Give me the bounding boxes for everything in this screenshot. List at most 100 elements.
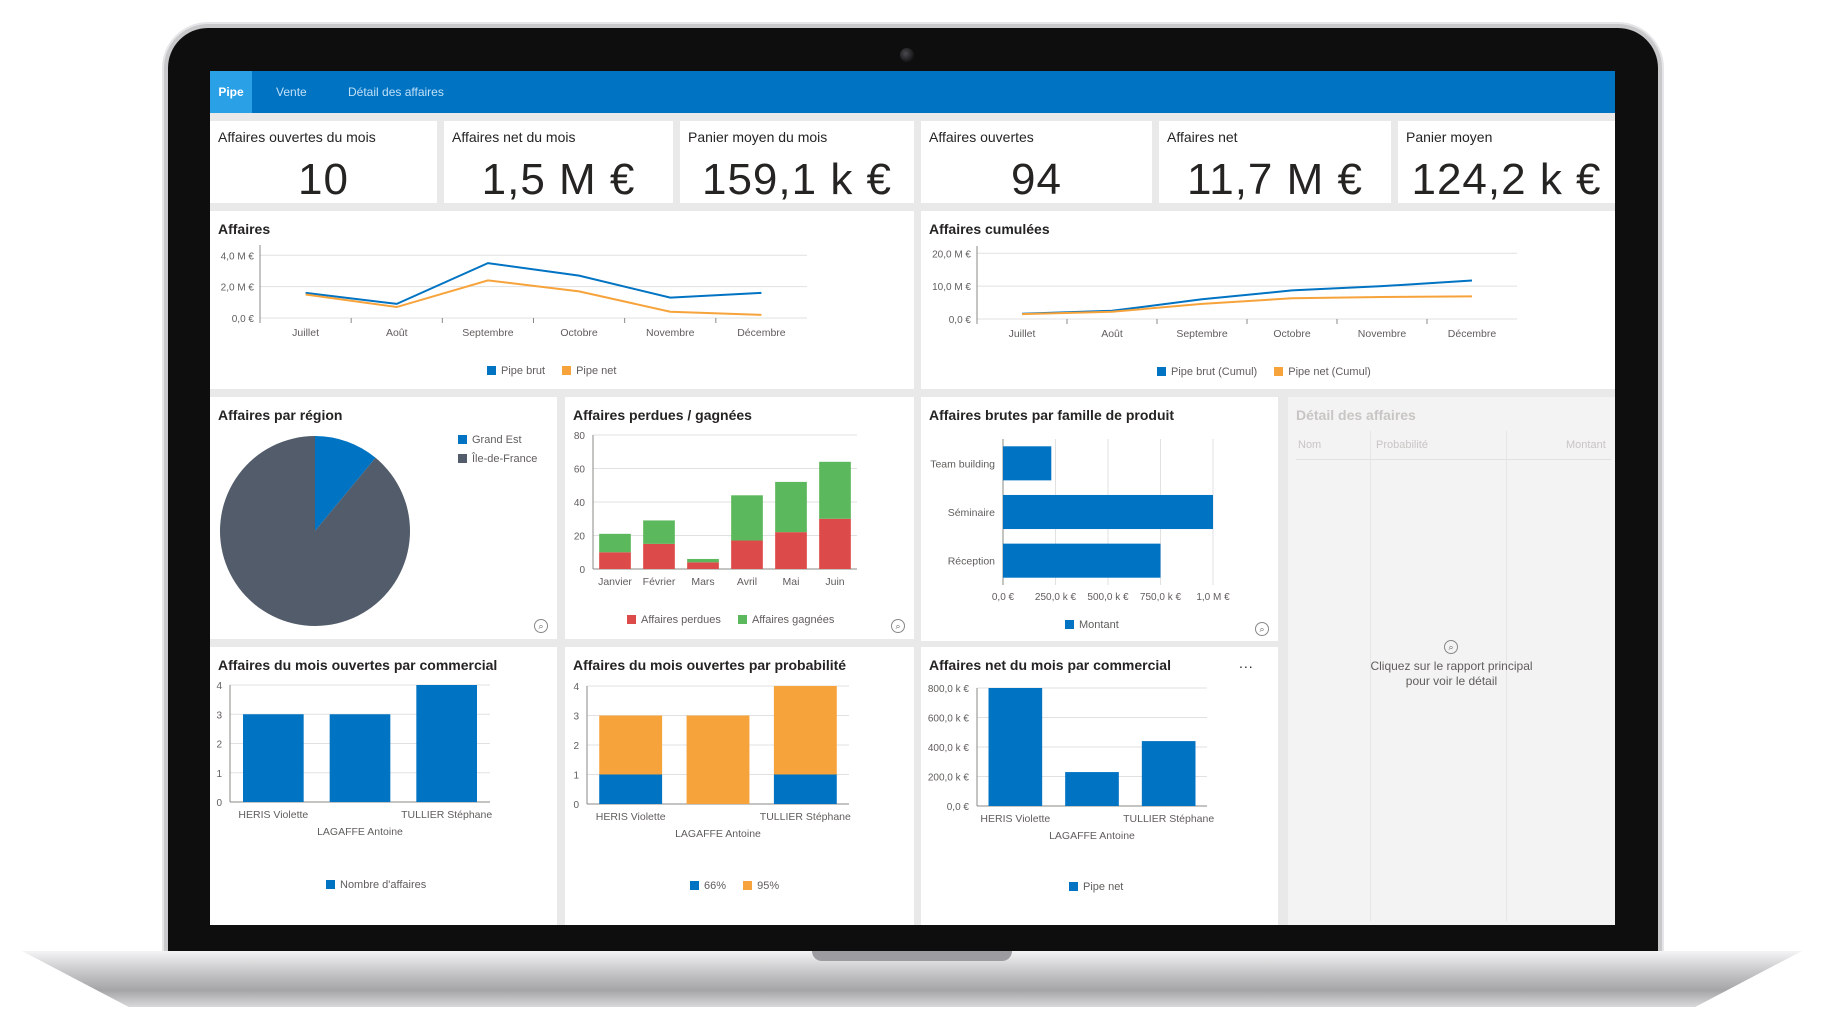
bar-1 — [599, 774, 663, 804]
x-tick-label: Octobre — [1273, 328, 1311, 340]
chart-title: Affaires du mois ouvertes par commercial — [218, 657, 498, 673]
detail-message-line: pour voir le détail — [1405, 674, 1498, 688]
chart-legend: 66% 95% — [690, 880, 793, 892]
kpi-title: Affaires net du mois — [452, 129, 576, 145]
focus-mode-icon[interactable]: ⌕ — [534, 619, 548, 633]
chart-ouvertes-commercial[interactable]: Affaires du mois ouvertes par commercial… — [210, 647, 557, 925]
pie-slice — [315, 436, 376, 531]
laptop-notch — [812, 951, 1012, 961]
bar-1 — [643, 543, 675, 569]
chart-famille-produit-svg: 0,0 € 250,0 k € 500,0 k € 750,0 k € 1,0 M € T… — [930, 439, 1230, 603]
kpi-value: 10 — [298, 155, 349, 204]
kpi-card-affaires-ouvertes[interactable]: Affaires ouvertes 94 — [921, 121, 1152, 204]
bar-2 — [775, 481, 807, 533]
legend-item: Grand Est — [458, 431, 537, 450]
x-tick-label: Août — [386, 327, 408, 339]
kpi-card-affaires-ouvertes-mois[interactable]: Affaires ouvertes du mois 10 — [210, 121, 437, 204]
chart-net-commercial[interactable]: Affaires net du mois par commercial 0,0 … — [921, 647, 1278, 925]
chart-legend: Grand Est Île-de-France — [458, 431, 537, 469]
legend-item: Affaires gagnées — [737, 614, 834, 626]
y-tick-label: 2 — [216, 740, 222, 751]
x-tick-label: TULLIER Stéphane — [401, 809, 492, 821]
bar-1 — [599, 552, 631, 569]
focus-mode-icon[interactable]: ⌕ — [891, 619, 905, 633]
x-tick-label: LAGAFFE Antoine — [1049, 830, 1135, 842]
detail-divider — [1296, 459, 1611, 460]
chart-affaires-cumulees[interactable]: Affaires cumulées 0,0 € 10,0 M € 20,0 M € J… — [921, 211, 1615, 389]
chart-title: Affaires net du mois par commercial — [929, 657, 1171, 673]
x-tick-label: Novembre — [646, 327, 695, 339]
chart-ouvertes-commercial-svg: 0 1 2 3 4 HERIS Violette LAGAFFE Antoine TULLIE… — [216, 681, 492, 838]
y-tick-label: 80 — [574, 431, 586, 442]
x-tick-label: Juillet — [1009, 328, 1036, 340]
kpi-value: 94 — [1011, 155, 1062, 204]
chart-title: Affaires — [218, 221, 271, 237]
tab-pipe[interactable]: Pipe — [210, 71, 252, 113]
kpi-card-affaires-net-mois[interactable]: Affaires net du mois 1,5 M € — [444, 121, 673, 204]
detail-empty-message: Cliquez sur le rapport principal pour vo… — [1288, 659, 1615, 689]
bar-1 — [1065, 772, 1119, 806]
x-tick-label: Octobre — [560, 327, 598, 339]
legend-item: Affaires perdues — [627, 614, 721, 626]
detail-panel[interactable]: Détail des affaires Nom Probabilité Mont… — [1288, 397, 1615, 925]
bar-2 — [643, 520, 675, 544]
chart-net-commercial-svg: 0,0 € 200,0 k € 400,0 k € 600,0 k € 800,0 k … — [928, 684, 1215, 842]
bar-2 — [687, 558, 719, 563]
legend-item: Pipe net (Cumul) — [1274, 366, 1371, 378]
top-navigation: Pipe Vente Détail des affaires — [210, 71, 1615, 113]
chart-title: Affaires du mois ouvertes par probabilit… — [573, 657, 847, 673]
x-tick-label: Juin — [825, 576, 844, 588]
x-tick-label: HERIS Violette — [596, 811, 666, 823]
tab-vente[interactable]: Vente — [276, 85, 307, 99]
chart-perdues-gagnees-svg: 0 20 40 60 80 Janvier Février Mars Avril Mai Juin — [574, 431, 857, 588]
y-tick-label: 60 — [574, 465, 586, 476]
chart-affaires-cumulees-svg: 0,0 € 10,0 M € 20,0 M € Juillet Août Septembr… — [932, 246, 1517, 340]
detail-col-divider — [1506, 431, 1507, 921]
legend-item: Pipe net — [1069, 881, 1123, 893]
chart-ouvertes-probabilite-svg: 0 1 2 3 4 HERIS Violette LAGAFFE Antoine TULLIE… — [573, 682, 851, 840]
tab-detail-affaires[interactable]: Détail des affaires — [348, 85, 444, 99]
y-tick-label: 4,0 M € — [221, 251, 255, 262]
chart-par-region-svg — [220, 436, 410, 626]
more-options-button[interactable]: ... — [1239, 655, 1254, 671]
focus-mode-icon[interactable]: ⌕ — [1255, 622, 1269, 636]
chart-affaires[interactable]: Affaires 0,0 € 2,0 M € 4,0 M € Juillet Août S… — [210, 211, 914, 389]
bar-1 — [1141, 741, 1196, 806]
y-tick-label: 1 — [573, 771, 579, 782]
bar-1 — [329, 714, 391, 802]
kpi-card-panier-moyen-mois[interactable]: Panier moyen du mois 159,1 k € — [680, 121, 914, 204]
chart-par-region[interactable]: Affaires par région Grand Est Île-de-Fra… — [210, 397, 557, 639]
y-tick-label: 3 — [573, 712, 579, 723]
x-tick-label: Février — [643, 576, 676, 588]
chart-famille-produit[interactable]: Affaires brutes par famille de produit 0… — [921, 397, 1278, 641]
legend-item: Nombre d'affaires — [326, 879, 426, 891]
dashboard-screen: Pipe Vente Détail des affaires Affaires … — [210, 71, 1615, 925]
x-tick-label: Août — [1101, 328, 1123, 340]
legend-item: Pipe net — [562, 365, 616, 377]
legend-item: Montant — [1065, 619, 1119, 631]
bar-2 — [599, 715, 663, 775]
y-tick-label: 600,0 k € — [928, 714, 970, 725]
kpi-card-panier-moyen[interactable]: Panier moyen 124,2 k € — [1398, 121, 1615, 204]
kpi-title: Panier moyen — [1406, 129, 1493, 145]
bar-1 — [243, 714, 304, 802]
y-tick-label: 1 — [216, 769, 222, 780]
y-tick-label: 0 — [573, 800, 579, 811]
x-tick-label: 250,0 k € — [1035, 592, 1077, 603]
detail-message-line: Cliquez sur le rapport principal — [1370, 659, 1533, 673]
y-tick-label: 2 — [573, 741, 579, 752]
bar-2 — [773, 686, 837, 775]
bar-2 — [819, 461, 851, 519]
chart-perdues-gagnees[interactable]: Affaires perdues / gagnées 0 20 40 60 80 Janv… — [565, 397, 914, 639]
kpi-card-affaires-net[interactable]: Affaires net 11,7 M € — [1159, 121, 1391, 204]
x-tick-label: 500,0 k € — [1087, 592, 1129, 603]
x-tick-label: LAGAFFE Antoine — [675, 828, 761, 840]
y-tick-label: 20,0 M € — [932, 249, 971, 260]
legend-item: Pipe brut (Cumul) — [1157, 366, 1257, 378]
bar-1 — [1003, 494, 1213, 530]
kpi-value: 124,2 k € — [1411, 155, 1602, 204]
x-tick-label: Novembre — [1358, 328, 1407, 340]
y-tick-label: 800,0 k € — [928, 684, 970, 695]
chart-ouvertes-probabilite[interactable]: Affaires du mois ouvertes par probabilit… — [565, 647, 914, 925]
x-tick-label: Septembre — [1176, 328, 1228, 340]
